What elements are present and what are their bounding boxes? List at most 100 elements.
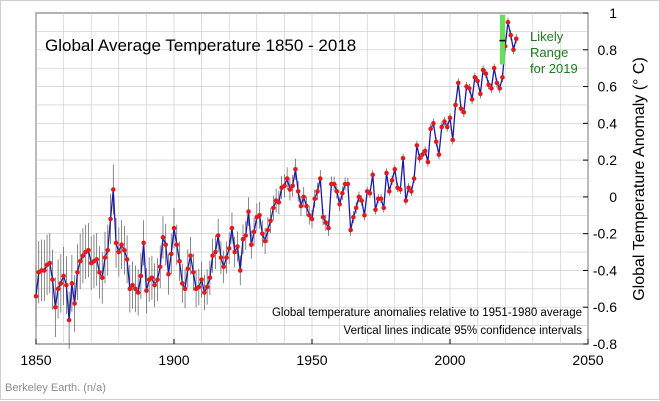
data-point: [359, 198, 364, 203]
data-point: [331, 181, 337, 187]
data-point: [489, 86, 494, 91]
data-point: [232, 249, 238, 255]
data-point: [204, 284, 210, 290]
data-point: [480, 67, 486, 73]
data-point: [351, 214, 356, 220]
x-tick-label: 2050: [572, 352, 603, 368]
data-point: [304, 203, 309, 209]
data-point: [500, 75, 505, 80]
data-point: [163, 242, 169, 247]
data-point: [77, 258, 83, 264]
data-point: [411, 176, 417, 181]
y-tick-label: -0.6: [593, 299, 617, 315]
data-point: [403, 198, 409, 203]
y-axis-label: Global Temperature Anomaly (° C): [631, 57, 648, 301]
data-point: [55, 286, 61, 292]
data-point: [86, 247, 91, 253]
data-point: [453, 102, 458, 108]
data-point: [110, 187, 116, 192]
data-point: [320, 214, 326, 220]
data-point: [246, 209, 251, 214]
data-point: [467, 86, 472, 91]
data-point: [265, 227, 271, 233]
data-point: [469, 97, 475, 102]
data-point: [191, 269, 196, 275]
data-point: [196, 284, 202, 290]
x-tick-label: 1900: [158, 352, 189, 368]
source-credit-note: (n/a): [83, 382, 106, 394]
data-point: [422, 148, 428, 154]
y-tick-label: 0.6: [598, 79, 618, 95]
y-tick-label: 0.4: [598, 115, 618, 131]
data-point: [378, 196, 384, 202]
data-point: [138, 273, 144, 279]
likely-range-label-line-2: Range: [530, 45, 568, 60]
data-point: [306, 212, 312, 218]
data-point: [135, 290, 141, 295]
data-point: [215, 233, 221, 238]
data-point: [312, 196, 318, 202]
data-point: [50, 277, 55, 282]
data-point: [251, 229, 257, 235]
data-point: [226, 246, 232, 251]
y-tick-label: 0.2: [598, 152, 618, 168]
data-point: [116, 249, 122, 255]
data-point: [362, 212, 367, 218]
data-point: [229, 225, 235, 231]
data-point: [171, 225, 177, 231]
data-point: [400, 155, 406, 161]
data-point: [461, 110, 467, 115]
data-point: [381, 205, 387, 211]
data-point: [144, 288, 149, 293]
data-point: [511, 47, 516, 53]
data-point: [240, 236, 246, 242]
data-point: [472, 75, 478, 80]
likely-range-bar: [499, 14, 505, 65]
data-point: [373, 207, 378, 213]
data-point: [47, 260, 53, 266]
data-point: [157, 264, 163, 270]
data-point: [218, 255, 224, 260]
data-point: [483, 71, 489, 76]
data-point: [398, 187, 403, 192]
data-point: [491, 65, 497, 71]
data-point: [494, 80, 500, 86]
data-point: [41, 268, 47, 273]
likely-range-2019: [499, 14, 506, 65]
data-point: [282, 183, 287, 189]
data-point: [235, 244, 240, 249]
data-point: [317, 176, 323, 181]
data-point: [75, 269, 80, 275]
data-point: [185, 266, 191, 271]
data-point: [428, 126, 433, 132]
data-point: [271, 205, 276, 211]
data-point: [455, 80, 461, 86]
data-point: [505, 19, 511, 25]
data-point: [431, 121, 436, 126]
data-point: [127, 286, 133, 292]
data-point: [439, 124, 445, 130]
data-point: [276, 200, 282, 205]
source-credit: Berkeley Earth. (n/a): [5, 382, 106, 394]
data-point: [301, 194, 307, 200]
data-point: [53, 304, 58, 310]
x-tick-label: 2000: [434, 352, 465, 368]
data-point: [69, 281, 75, 286]
data-point: [450, 137, 456, 143]
data-point: [199, 277, 204, 282]
y-tick-label: -0.4: [593, 262, 617, 278]
data-point: [179, 281, 185, 286]
data-point: [66, 317, 72, 323]
data-point: [340, 190, 345, 196]
data-point: [152, 282, 157, 288]
data-point: [113, 240, 119, 246]
data-point: [384, 170, 389, 176]
data-point: [243, 233, 249, 238]
data-point: [177, 258, 182, 264]
data-point: [386, 189, 392, 194]
y-tick-label: 0.8: [598, 42, 618, 58]
data-point: [444, 124, 450, 130]
data-point: [425, 159, 431, 165]
temperature-points: [33, 19, 519, 323]
